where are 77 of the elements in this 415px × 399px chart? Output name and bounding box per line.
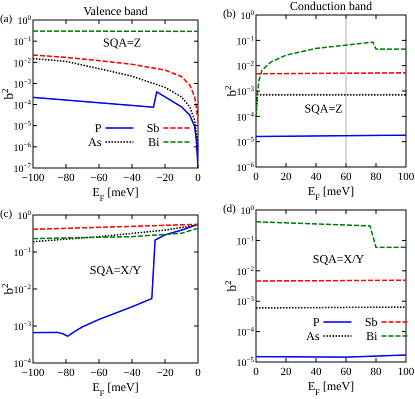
y-tick-label: 10$^{−1}$ — [236, 234, 254, 248]
x-tick-label: 20 — [280, 171, 292, 183]
legend-label: As — [306, 329, 320, 343]
y-tick-label: 10$^{−1}$ — [236, 34, 254, 48]
y-tick-label: 10$^{−2}$ — [236, 60, 254, 73]
line-series — [32, 91, 199, 169]
x-tick-label: −100 — [22, 172, 45, 184]
x-tick-label: 100 — [398, 366, 415, 378]
y-tick-label: 10$^{−3}$ — [14, 320, 32, 333]
text: (a) — [0, 13, 13, 25]
chart-title: Valence band — [83, 4, 148, 18]
annotation: SQA=X/Y — [312, 252, 365, 266]
annotation: SQA=Z — [103, 36, 142, 50]
legend-label: Sb — [364, 315, 378, 329]
line-series — [255, 41, 407, 118]
y-tick-label: 10$^{−3}$ — [236, 85, 254, 98]
x-tick-label: −80 — [57, 172, 76, 184]
legend-label: Bi — [148, 135, 160, 149]
y-tick-label: 10$^{−4}$ — [236, 110, 254, 124]
x-tick-label: 60 — [340, 171, 352, 183]
x-axis-title: E$_{F}$ [meV] — [92, 380, 139, 398]
y-tick-label: 10$^{−1}$ — [14, 35, 32, 48]
y-tick-label: 10$^{−2}$ — [236, 264, 254, 278]
chart-title: Conduction band — [290, 0, 372, 13]
y-tick-label: 10$^{−2}$ — [14, 56, 32, 70]
legend-label: P — [94, 121, 102, 135]
y-tick-label: 10$^{−6}$ — [14, 140, 32, 154]
line-series — [32, 227, 199, 240]
annotation: SQA=Z — [304, 101, 343, 116]
y-tick-label: 10$^{−3}$ — [236, 295, 254, 308]
y-tick-label: 10$^{−1}$ — [14, 246, 32, 259]
y-tick-label: 10$^{0}$ — [18, 14, 32, 27]
x-tick-label: 60 — [340, 366, 352, 378]
legend-label: As — [88, 135, 102, 149]
x-tick-label: 0 — [253, 171, 260, 183]
y-tick-label: 10$^{−2}$ — [14, 283, 32, 296]
y-tick-label: 10$^{−3}$ — [14, 77, 32, 90]
x-tick-label: 40 — [310, 171, 322, 183]
y-tick-label: 10$^{−7}$ — [14, 162, 32, 175]
x-tick-label: −60 — [90, 367, 108, 379]
text: (c) — [0, 208, 13, 220]
y-tick-label: 10$^{−5}$ — [14, 120, 32, 133]
text: (d) — [223, 203, 236, 215]
line-series — [32, 224, 199, 337]
y-tick-label: 10$^{0}$ — [240, 9, 254, 22]
legend-label: Sb — [146, 121, 160, 135]
x-tick-label: 20 — [280, 366, 292, 378]
y-tick-label: 10$^{0}$ — [240, 204, 254, 217]
y-tick-label: 10$^{−4}$ — [14, 357, 32, 370]
x-tick-label: 0 — [195, 172, 202, 184]
legend-label: P — [312, 315, 320, 329]
x-tick-label: −80 — [57, 367, 76, 379]
x-tick-label: 40 — [310, 366, 322, 378]
legend-label: Bi — [366, 329, 378, 343]
x-tick-label: −20 — [156, 172, 174, 184]
x-axis-title: E$_{F}$ [meV] — [92, 185, 139, 202]
x-tick-label: 0 — [195, 367, 202, 379]
x-tick-label: −60 — [90, 172, 108, 184]
annotation: SQA=X/Y — [90, 263, 142, 278]
y-tick-label: 10$^{−5}$ — [236, 136, 254, 149]
x-tick-label: 100 — [398, 171, 415, 183]
x-tick-label: 80 — [370, 366, 382, 378]
x-axis-title: E$_{F}$ [meV] — [308, 184, 354, 202]
x-tick-label: −20 — [156, 367, 174, 379]
text: (b) — [223, 8, 236, 20]
y-tick-label: 10$^{−6}$ — [236, 161, 254, 174]
y-tick-label: 10$^{0}$ — [18, 209, 32, 222]
x-tick-label: −40 — [123, 172, 142, 184]
x-tick-label: −40 — [123, 367, 142, 379]
x-tick-label: 80 — [370, 171, 382, 183]
x-tick-label: −100 — [22, 367, 45, 379]
line-series — [32, 54, 199, 123]
y-tick-label: 10$^{−4}$ — [236, 326, 254, 339]
y-tick-label: 10$^{−4}$ — [14, 98, 32, 112]
y-tick-label: 10$^{−5}$ — [236, 356, 254, 369]
x-axis-title: E$_{F}$ [meV] — [308, 379, 354, 396]
x-tick-label: 0 — [253, 366, 260, 378]
